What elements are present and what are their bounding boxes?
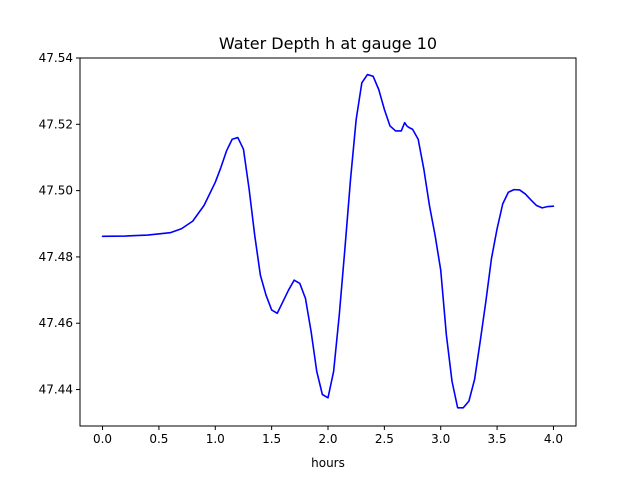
y-tick-label: 47.54 [39, 51, 73, 65]
y-tick-label: 47.48 [39, 250, 73, 264]
x-tick-label: 2.0 [318, 432, 337, 446]
plot-layer [101, 73, 555, 409]
x-axis-label: hours [311, 456, 345, 470]
x-tick-label: 3.5 [488, 432, 507, 446]
chart-title: Water Depth h at gauge 10 [219, 34, 437, 53]
x-tick-label: 0.5 [149, 432, 168, 446]
y-tick-label: 47.50 [39, 184, 73, 198]
x-tick-label: 2.5 [375, 432, 394, 446]
tick-layer: 0.0 0.5 1.0 1.5 2.0 2.5 3.0 3.5 4.0 47.44 47.46 47.… [39, 51, 563, 446]
y-tick-label: 47.52 [39, 117, 73, 131]
y-tick-label: 47.46 [39, 316, 73, 330]
x-tick-label: 4.0 [544, 432, 563, 446]
x-tick-label: 1.0 [206, 432, 225, 446]
axes-frame [79, 57, 577, 427]
x-tick-label: 0.0 [93, 432, 112, 446]
series-line-0 [101, 73, 555, 409]
y-tick-label: 47.44 [39, 383, 73, 397]
x-tick-label: 1.5 [262, 432, 281, 446]
x-tick-label: 3.0 [431, 432, 450, 446]
